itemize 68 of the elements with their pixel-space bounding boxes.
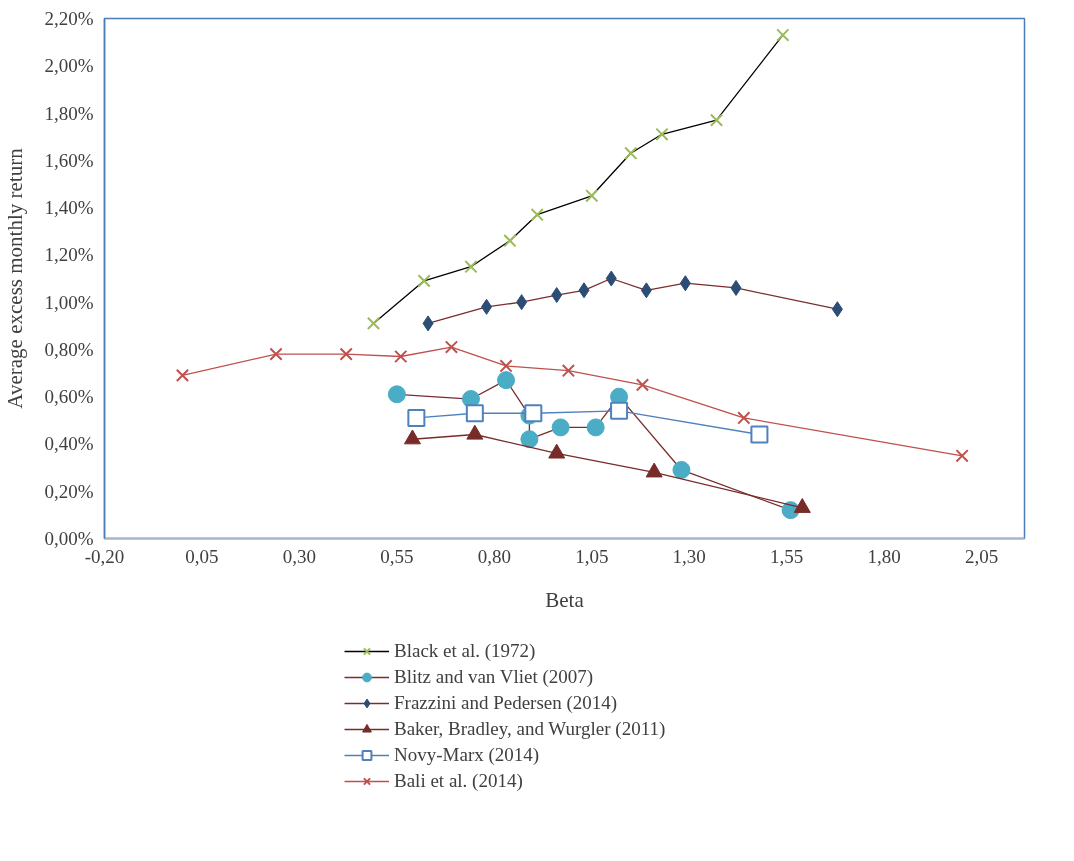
point (516, 294, 528, 311)
point (955, 449, 969, 463)
point (175, 368, 190, 383)
point (831, 301, 843, 318)
y-tick-label: 1,80% (44, 102, 94, 124)
point (737, 411, 751, 425)
point (269, 347, 283, 361)
point (497, 371, 516, 390)
point (605, 270, 617, 287)
point (709, 113, 724, 127)
point (524, 404, 543, 423)
legend-label: Black et al. (1972) (394, 640, 536, 662)
point (503, 234, 517, 248)
y-tick-label: 1,00% (44, 291, 94, 313)
point (530, 208, 544, 222)
x-tick-label: 0,30 (282, 545, 317, 567)
legend-label: Bali et al. (2014) (394, 770, 523, 792)
point (444, 340, 459, 354)
x-tick-label: 2,05 (964, 545, 999, 567)
point (640, 282, 652, 299)
point (422, 315, 434, 332)
point (624, 146, 638, 160)
point (655, 127, 669, 141)
point (499, 359, 513, 373)
legend-label: Frazzini and Pedersen (2014) (394, 692, 618, 714)
y-tick-label: 0,80% (44, 338, 94, 360)
point (586, 418, 605, 437)
x-tick-label: 1,55 (770, 545, 804, 567)
point (417, 274, 431, 288)
point (679, 275, 691, 292)
y-tick-label: 0,60% (44, 386, 94, 408)
y-tick-label: 2,00% (44, 55, 94, 77)
point (366, 316, 381, 331)
point (561, 364, 576, 378)
x-tick-label: 0,55 (380, 545, 414, 567)
legend-label: Novy-Marx (2014) (394, 744, 540, 766)
point (672, 460, 691, 479)
point (481, 298, 493, 315)
point (610, 401, 629, 420)
point (551, 287, 563, 304)
x-tick-label: 1,30 (672, 545, 706, 567)
x-tick-label: 0,05 (185, 545, 219, 567)
x-tick-label: 1,05 (575, 545, 609, 567)
point (464, 260, 478, 274)
x-tick-label: 1,80 (867, 545, 901, 567)
y-axis-title: Average excess monthly return (3, 147, 28, 409)
point (520, 430, 539, 449)
point (730, 279, 742, 296)
y-tick-label: 2,20% (44, 8, 94, 29)
x-tick-label: 0,80 (477, 545, 511, 567)
point (776, 28, 790, 42)
legend-label: Baker, Bradley, and Wurgler (2011) (394, 718, 666, 740)
point (635, 378, 650, 392)
y-tick-label: 0,20% (44, 480, 94, 502)
point (394, 349, 408, 364)
point (578, 282, 590, 299)
point (387, 385, 406, 404)
point (585, 189, 599, 203)
y-tick-label: 1,40% (44, 197, 94, 219)
x-axis-title: Beta (545, 587, 585, 612)
point (551, 418, 570, 437)
legend-label: Blitz and van Vliet (2007) (394, 666, 594, 688)
point (465, 404, 484, 423)
y-tick-label: 1,60% (44, 149, 94, 171)
y-tick-label: 0,40% (44, 433, 94, 455)
y-tick-label: 1,20% (44, 244, 94, 266)
point (750, 425, 769, 444)
point (339, 347, 353, 361)
